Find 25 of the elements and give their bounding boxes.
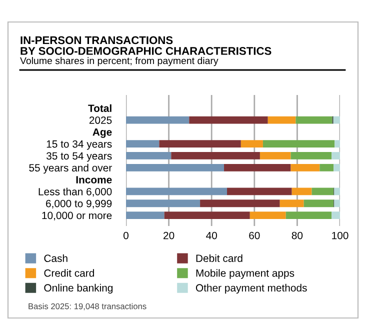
legend-label: Credit card (44, 269, 94, 277)
y-tick-label: 55 years and over (29, 164, 112, 174)
y-tick-label: 15 to 34 years (46, 140, 112, 150)
legend-label: Mobile payment apps (196, 269, 294, 279)
y-tick-label: Less than 6,000 (38, 188, 112, 197)
chart-subtitle: Volume shares in percent; from payment diary (20, 57, 218, 66)
legend-label: Online banking (44, 284, 113, 294)
y-tick-label: 35 to 54 years (46, 152, 112, 162)
y-tick-label: 2025 (89, 116, 112, 124)
y-tick-label: 6,000 to 9,999 (46, 200, 112, 208)
legend-label: Cash (44, 254, 68, 262)
y-tick-label: Age (92, 128, 112, 138)
text: Basis 2025: 19,048 transactions (28, 303, 146, 310)
x-tick-label: 20 (164, 232, 174, 240)
x-tick-label: 40 (206, 232, 217, 240)
y-tick-label: 10,000 or more (42, 212, 112, 220)
x-tick-label: 100 (332, 232, 348, 240)
y-tick-label: Total (88, 104, 112, 112)
y-tick-label: Income (76, 176, 112, 184)
legend-label: Debit card (196, 254, 242, 262)
chart-title: IN-PERSON TRANSACTIONS BY SOCIO-DEMOGRAPHIC CHARACTERISTICS (20, 36, 272, 55)
legend-label: Other payment methods (196, 284, 307, 294)
x-tick-label: 0 (124, 232, 128, 240)
x-tick-label: 60 (249, 232, 260, 240)
x-tick-label: 80 (292, 232, 303, 240)
